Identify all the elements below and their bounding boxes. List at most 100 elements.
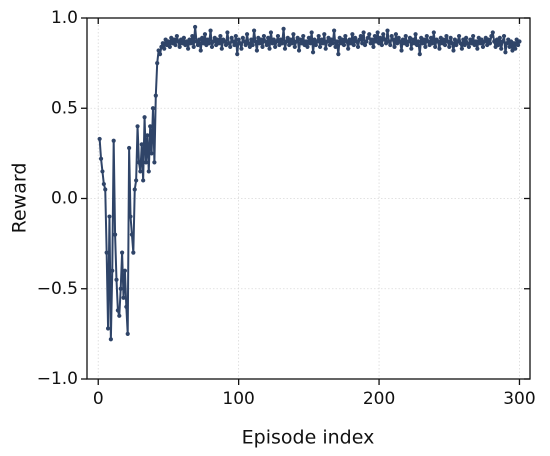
point bbox=[114, 277, 119, 282]
point bbox=[233, 33, 238, 39]
point bbox=[128, 214, 133, 219]
point bbox=[125, 331, 130, 336]
point bbox=[303, 39, 309, 44]
point bbox=[134, 178, 139, 183]
point bbox=[195, 42, 201, 48]
point bbox=[150, 106, 156, 111]
point bbox=[127, 145, 132, 151]
point bbox=[499, 46, 504, 51]
point bbox=[322, 32, 327, 37]
point bbox=[355, 44, 361, 49]
point bbox=[282, 46, 288, 51]
point bbox=[250, 42, 255, 48]
point bbox=[98, 156, 104, 161]
point bbox=[475, 46, 480, 51]
point bbox=[273, 44, 278, 49]
point bbox=[228, 44, 233, 49]
point bbox=[174, 33, 179, 39]
point bbox=[112, 232, 118, 237]
point bbox=[218, 33, 223, 39]
point bbox=[148, 124, 153, 129]
point bbox=[473, 39, 479, 44]
point bbox=[392, 44, 397, 49]
point bbox=[145, 133, 150, 138]
point bbox=[229, 35, 234, 40]
point bbox=[433, 44, 438, 49]
point bbox=[511, 41, 516, 46]
point bbox=[166, 39, 171, 44]
point bbox=[437, 46, 442, 51]
point bbox=[143, 160, 149, 165]
point bbox=[500, 39, 505, 44]
point bbox=[111, 138, 116, 143]
point bbox=[251, 28, 257, 33]
point bbox=[347, 37, 352, 42]
point bbox=[400, 37, 406, 42]
point bbox=[393, 32, 399, 37]
point bbox=[323, 46, 328, 51]
y-axis-title: Reward bbox=[9, 163, 31, 234]
point bbox=[496, 42, 501, 48]
point bbox=[410, 37, 415, 42]
point bbox=[103, 187, 108, 192]
point bbox=[369, 37, 375, 42]
point bbox=[167, 44, 172, 49]
point bbox=[350, 32, 355, 37]
point bbox=[135, 124, 140, 129]
point bbox=[365, 35, 370, 40]
point bbox=[222, 39, 227, 44]
point bbox=[444, 33, 449, 39]
point bbox=[183, 42, 188, 48]
point bbox=[420, 41, 425, 46]
point bbox=[301, 33, 306, 39]
point bbox=[367, 32, 372, 37]
point bbox=[329, 37, 334, 42]
point bbox=[381, 32, 386, 37]
point bbox=[202, 32, 208, 37]
point bbox=[298, 37, 303, 42]
y-tick-label: 1.0 bbox=[51, 8, 78, 28]
point bbox=[101, 181, 106, 187]
point bbox=[156, 48, 161, 53]
point bbox=[177, 44, 182, 49]
point bbox=[191, 44, 196, 49]
point bbox=[105, 326, 111, 331]
point bbox=[292, 44, 297, 49]
point bbox=[118, 286, 123, 291]
point bbox=[334, 39, 340, 44]
point bbox=[236, 37, 241, 42]
point bbox=[353, 35, 358, 40]
point bbox=[289, 41, 295, 46]
point bbox=[225, 30, 230, 35]
point bbox=[372, 33, 377, 39]
point bbox=[435, 39, 441, 44]
point bbox=[513, 46, 518, 51]
point bbox=[136, 160, 142, 165]
point bbox=[107, 214, 112, 219]
y-tick-label: 0.5 bbox=[51, 98, 78, 118]
point bbox=[423, 44, 428, 49]
point bbox=[244, 32, 250, 37]
point bbox=[458, 41, 463, 46]
point bbox=[507, 44, 512, 49]
point bbox=[320, 41, 325, 46]
x-tick-label: 100 bbox=[222, 389, 254, 409]
point bbox=[309, 30, 314, 35]
point bbox=[296, 48, 302, 53]
point bbox=[490, 30, 495, 35]
point bbox=[315, 39, 320, 44]
point bbox=[343, 33, 348, 39]
point bbox=[240, 35, 245, 40]
point bbox=[316, 33, 321, 39]
point bbox=[451, 48, 456, 53]
point bbox=[211, 39, 216, 44]
point bbox=[232, 42, 237, 48]
point bbox=[341, 42, 347, 48]
point bbox=[284, 39, 289, 44]
point bbox=[426, 39, 431, 44]
point bbox=[382, 37, 387, 42]
point bbox=[124, 304, 129, 309]
point bbox=[497, 35, 502, 40]
point bbox=[409, 46, 414, 51]
point bbox=[138, 169, 143, 174]
